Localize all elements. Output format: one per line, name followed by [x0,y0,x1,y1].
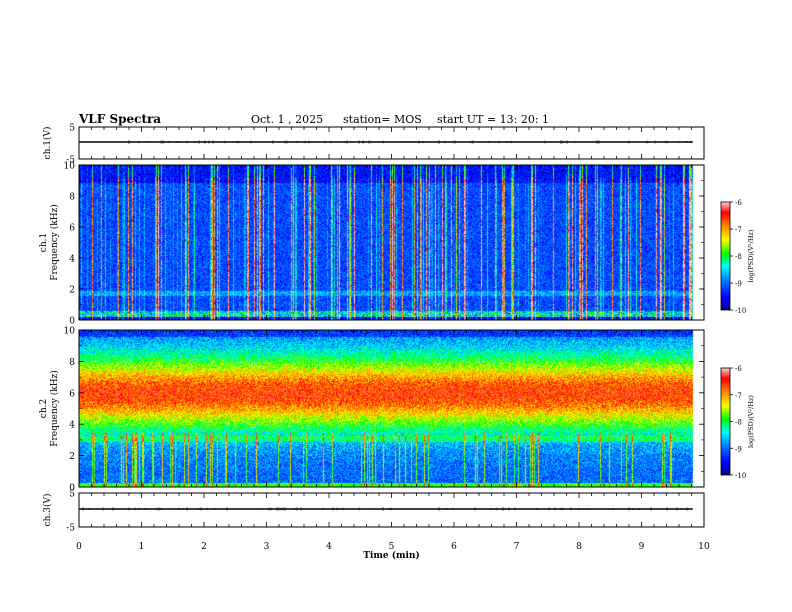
ch1-spectrogram-colorbar-tick: -8 [735,253,742,261]
ch1-spectrogram-ytick-label: 10 [64,162,76,172]
xtick-label: 6 [451,542,457,552]
xtick-label: 8 [576,542,582,552]
ch1-waveform-ytick-label: 5 [69,124,75,134]
ch1-spectrogram-ytick-label: 4 [69,255,75,265]
xtick-label: 9 [639,542,645,552]
ch2-spectrogram-ytick-label: 6 [69,389,75,399]
xtick-label: 0 [76,542,82,552]
ch1-spectrogram-ylabel-frequency: Frequency (kHz) [49,204,60,281]
ch2-spectrogram-ylabel-channel: ch.2 [39,399,49,418]
ch1-spectrogram-colorbar-tick: -6 [735,199,742,207]
ch1-spectrogram-colorbar-tick: -9 [735,280,742,288]
ch1-spectrogram-ytick-label: 0 [69,317,75,327]
xtick-label: 2 [201,542,207,552]
ch2-spectrogram-colorbar [720,367,731,476]
ch1-waveform-spikes [128,140,692,144]
ch2-spectrogram-ytick-label: 2 [69,452,75,462]
ch2-spectrogram-colorbar-label: log(PSD)(V²/Hz) [747,395,755,448]
ch1-spectrogram-colorbar-label: log(PSD)(V²/Hz) [747,229,755,282]
x-axis-label: Time (min) [363,550,420,561]
ch1-spectrogram-ytick-label: 6 [69,224,75,234]
ch1-spectrogram-ylabel-channel: ch.1 [39,233,49,252]
ch2-spectrogram-image [79,330,704,487]
xtick-label: 3 [264,542,270,552]
ch3-waveform-ylabel: ch.3(V) [42,494,53,527]
ch2-spectrogram-ylabel-frequency: Frequency (kHz) [49,370,60,447]
station-label: station= MOS [343,113,422,126]
ch1-spectrogram-colorbar [720,201,731,311]
xtick-label: 1 [139,542,145,552]
ch3-waveform-ytick-label: -5 [66,524,75,534]
ch2-spectrogram-colorbar-tick: -10 [735,472,746,480]
ch2-spectrogram-colorbar-tick: -7 [735,392,742,400]
ch2-spectrogram-ytick-label: 10 [64,327,76,337]
ch1-spectrogram-ytick-label: 2 [69,286,75,296]
xtick-label: 4 [326,542,332,552]
ch1-waveform-ytick-label: -5 [66,156,75,166]
ch3-waveform-spikes [82,507,688,511]
start-time-label: start UT = 13: 20: 1 [437,113,550,126]
xtick-label: 5 [389,542,395,552]
ch1-spectrogram-image [79,165,704,320]
ch1-waveform-ylabel: ch.1(V) [42,127,53,160]
ch2-spectrogram-colorbar-tick: -9 [735,445,742,453]
ch3-waveform-frame [78,492,705,528]
ch3-waveform-ytick-label: 5 [69,490,75,500]
ch1-spectrogram-colorbar-tick: -10 [735,307,746,315]
xtick-label: 10 [698,542,710,552]
ch1-spectrogram-ytick-label: 8 [69,193,75,203]
ch2-spectrogram-colorbar-tick: -8 [735,419,742,427]
date-label: Oct. 1 , 2025 [251,113,324,126]
ch2-spectrogram-ytick-label: 8 [69,358,75,368]
ch1-spectrogram-colorbar-tick: -7 [735,226,742,234]
ch2-spectrogram-colorbar-tick: -6 [735,365,742,373]
ch2-spectrogram-ytick-label: 0 [69,484,75,494]
ch2-spectrogram-ytick-label: 4 [69,421,75,431]
xtick-label: 7 [514,542,520,552]
chart-title: VLF Spectra [79,112,162,126]
